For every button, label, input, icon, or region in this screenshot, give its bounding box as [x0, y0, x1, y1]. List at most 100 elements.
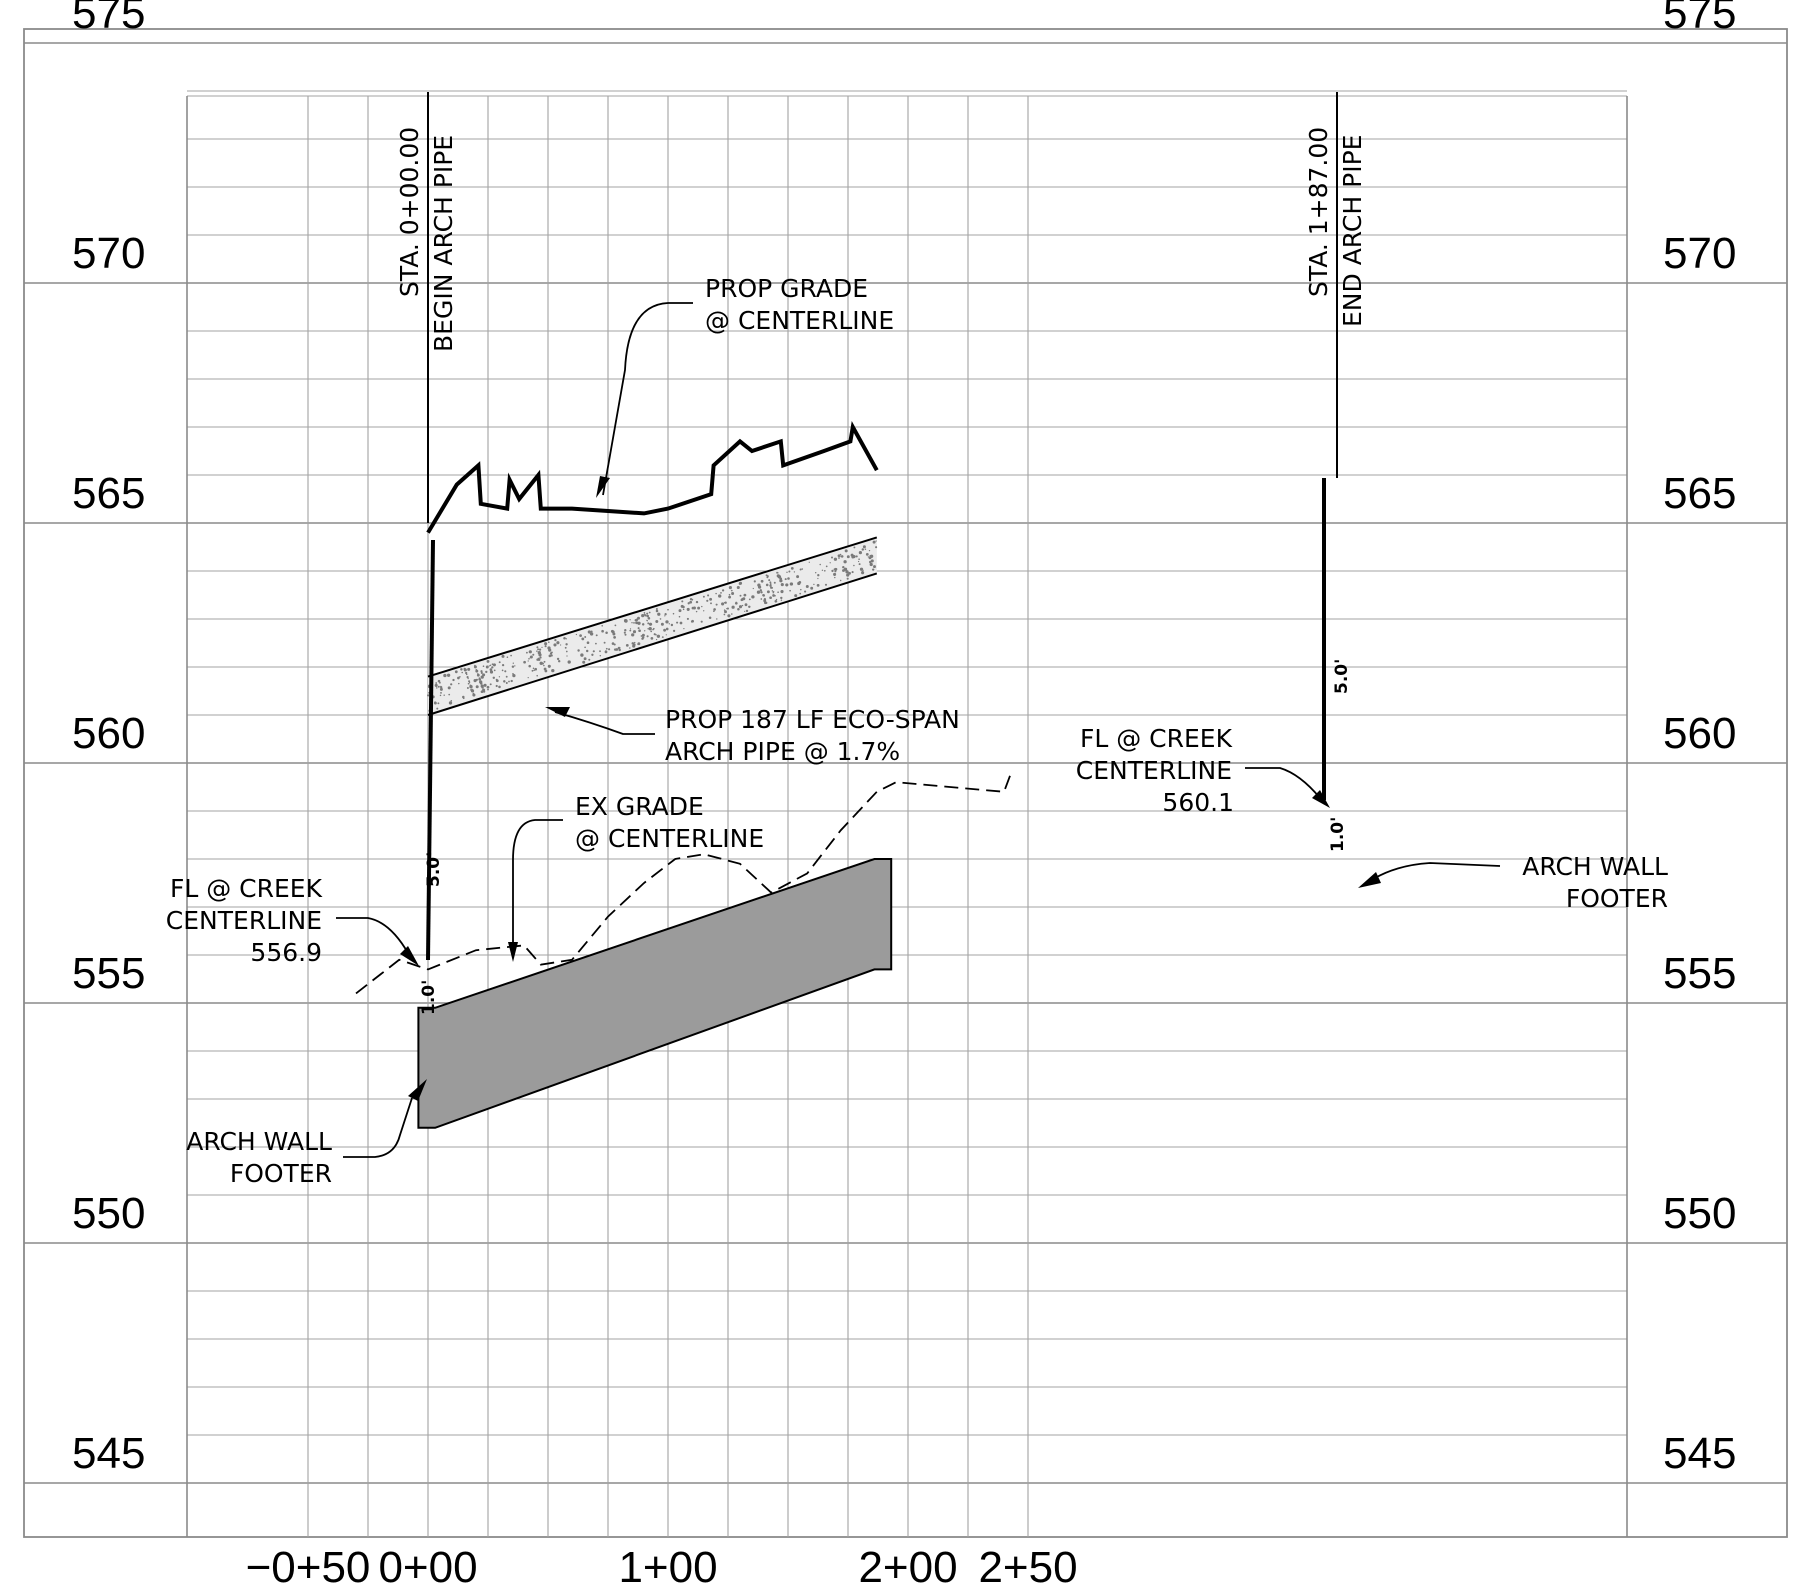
pipe-speckle — [772, 594, 775, 597]
pipe-speckle — [829, 562, 831, 564]
existing-grade-line — [355, 772, 1013, 995]
pipe-speckle — [648, 627, 652, 631]
pipe-speckle — [617, 646, 621, 650]
pipe-speckle — [842, 565, 845, 569]
pipe-speckle — [631, 633, 635, 637]
pipe-speckle — [473, 679, 477, 683]
pipe-speckle — [534, 667, 537, 671]
fl-right-note-line1: FL @ CREEK — [1080, 724, 1233, 753]
pipe-speckle — [655, 620, 659, 623]
pipe-speckle — [785, 583, 789, 587]
pipe-speckle — [528, 657, 530, 660]
pipe-speckle — [646, 614, 649, 618]
pipe-speckle — [724, 610, 727, 614]
pipe-speckle — [498, 661, 501, 664]
pipe-speckle — [640, 635, 643, 637]
pipe-speckle — [858, 558, 860, 560]
pipe-speckle — [437, 685, 440, 688]
prop-grade-note-line2: @ CENTERLINE — [705, 306, 894, 335]
pipe-speckle — [864, 548, 867, 551]
pipe-speckle — [789, 589, 791, 592]
pipe-speckle — [485, 665, 489, 669]
pipe-speckle — [797, 581, 801, 586]
pipe-speckle — [586, 641, 590, 645]
pipe-speckle — [448, 693, 451, 696]
pipe-speckle — [655, 609, 659, 613]
pipe-speckle — [529, 656, 532, 659]
pipe-speckle — [436, 687, 438, 689]
prop-grade-arrow — [596, 476, 610, 498]
pipe-speckle — [577, 649, 580, 652]
pipe-speckle — [728, 586, 732, 590]
station-label: 1+00 — [618, 1543, 717, 1590]
pipe-speckle — [590, 630, 593, 633]
pipe-speckle — [713, 608, 716, 611]
pipe-speckle — [858, 551, 863, 555]
pipe-speckle — [482, 673, 486, 677]
pipe-speckle — [608, 648, 611, 651]
pipe-speckle — [434, 683, 438, 687]
pipe-speckle — [647, 617, 651, 620]
pipe-speckle — [619, 647, 621, 649]
pipe-speckle — [637, 627, 640, 630]
pipe-speckle — [721, 589, 725, 592]
pipe-speckle — [603, 641, 606, 644]
pipe-speckle — [629, 629, 632, 632]
pipe-speckle — [646, 620, 648, 622]
pipe-speckle — [656, 634, 661, 638]
pipe-speckle — [676, 621, 679, 624]
pipe-speckle — [531, 669, 534, 672]
pipe-speckle — [556, 657, 560, 661]
end-arch-pipe-text: END ARCH PIPE — [1338, 135, 1367, 327]
pipe-speckle — [436, 707, 439, 710]
pipe-speckle — [629, 619, 631, 621]
pipe-speckle — [728, 593, 731, 596]
pipe-speckle — [730, 589, 733, 592]
pipe-speckle — [615, 648, 619, 651]
pipe-speckle — [528, 650, 532, 654]
pipe-speckle — [868, 549, 871, 552]
footer-right-arrow — [1358, 872, 1381, 888]
pipe-speckle — [777, 591, 779, 594]
pipe-speckle — [659, 618, 662, 620]
pipe-speckle — [701, 605, 703, 608]
pipe-speckle — [743, 593, 747, 597]
pipe-speckle — [492, 663, 496, 667]
pipe-speckle — [463, 668, 467, 672]
right-cover-dimension: 5.0' — [1332, 659, 1352, 694]
pipe-speckle — [623, 619, 628, 623]
elevation-label-left: 570 — [72, 229, 145, 278]
pipe-speckle — [775, 600, 778, 603]
pipe-speckle — [452, 678, 455, 682]
pipe-speckle — [770, 586, 773, 589]
pipe-speckle — [752, 587, 754, 590]
pipe-speckle — [601, 629, 604, 633]
pipe-speckle — [718, 594, 722, 598]
pipe-speckle — [440, 686, 443, 689]
fl-right-note: FL @ CREEK CENTERLINE 560.1 — [1076, 724, 1330, 817]
pipe-speckle — [838, 557, 840, 559]
pipe-speckle — [488, 665, 490, 667]
pipe-speckle — [772, 592, 774, 594]
pipe-speckle — [736, 585, 740, 590]
pipe-speckle — [813, 583, 815, 586]
begin-station-text: STA. 0+00.00 — [395, 127, 424, 297]
fl-right-leader — [1245, 767, 1321, 799]
pipe-speckle — [869, 562, 873, 567]
elevation-label-right: 545 — [1663, 1429, 1736, 1478]
pipe-speckle — [579, 634, 582, 637]
pipe-speckle — [824, 583, 828, 586]
pipe-speckle — [599, 654, 602, 657]
pipe-speckle — [644, 614, 647, 617]
pipe-speckle — [472, 693, 476, 697]
pipe-speckle — [851, 555, 855, 559]
pipe-speckle — [629, 647, 631, 649]
pipe-speckle — [875, 540, 877, 542]
pipe-speckle — [439, 681, 441, 684]
fl-right-note-line2: CENTERLINE — [1076, 756, 1232, 785]
pipe-speckle — [637, 643, 640, 646]
pipe-speckle — [489, 668, 493, 671]
pipe-speckle — [788, 570, 791, 573]
pipe-speckle — [842, 569, 845, 572]
pipe-speckle — [539, 656, 542, 659]
